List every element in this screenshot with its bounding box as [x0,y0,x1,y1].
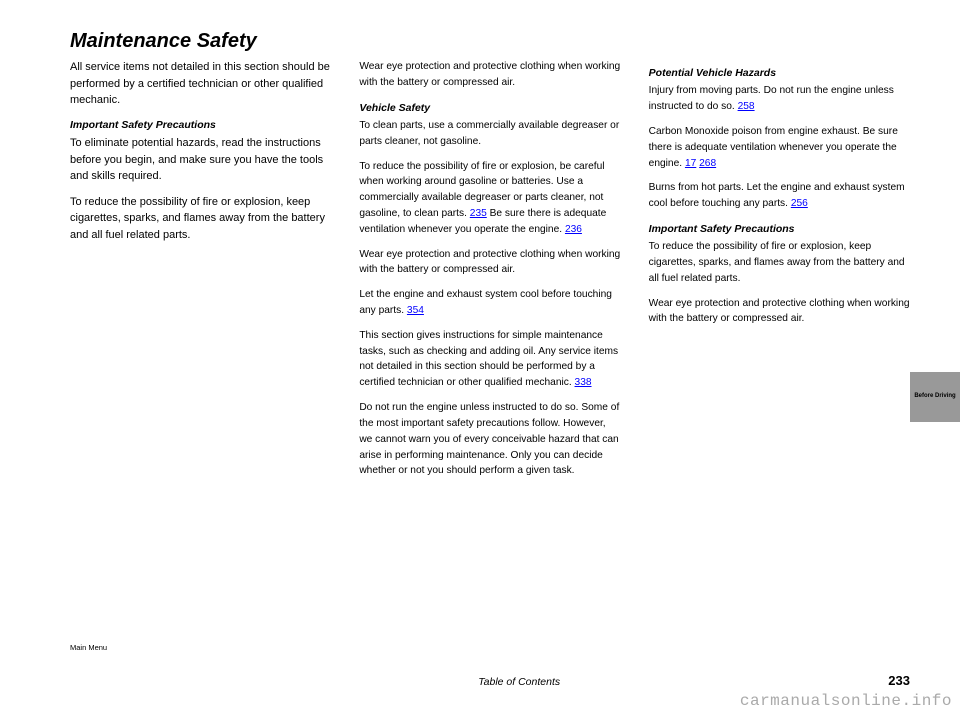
col1-p3: To reduce the possibility of fire or exp… [359,159,620,238]
page-link-354[interactable]: 354 [407,305,424,316]
col2-p3a: Burns from hot parts. [649,182,744,193]
side-tab[interactable]: Before Driving [910,372,960,422]
col1-p1: Wear eye protection and protective cloth… [359,59,620,91]
side-tab-label: Before Driving [914,393,955,400]
page-title: Maintenance Safety [70,30,910,53]
page-link-17[interactable]: 17 [685,158,696,169]
watermark: carmanualsonline.info [740,692,952,710]
page-link-256[interactable]: 256 [791,198,808,209]
col2-p2a: Carbon Monoxide poison from engine exhau… [649,126,860,137]
lead-paragraph-1: All service items not detailed in this s… [70,59,331,109]
page-link-258[interactable]: 258 [738,101,755,112]
page-link-338[interactable]: 338 [575,377,592,388]
col1-p5-text: Let the engine and exhaust system cool b… [359,289,612,316]
column-3: Potential Vehicle Hazards Injury from mo… [649,59,910,488]
page-link-268[interactable]: 268 [699,158,716,169]
col1-p7: Do not run the engine unless instructed … [359,400,620,479]
footer-center[interactable]: Table of Contents [150,676,888,688]
col2-p1: Injury from moving parts. Do not run the… [649,83,910,115]
col2-p2: Carbon Monoxide poison from engine exhau… [649,124,910,171]
col1-p2: To clean parts, use a commercially avail… [359,118,620,150]
col1-p7a: Do not run the engine unless instructed … [359,402,578,413]
col3-p2: Wear eye protection and protective cloth… [649,296,910,328]
column-1: All service items not detailed in this s… [70,59,331,488]
col1-p6: This section gives instructions for simp… [359,328,620,391]
subhead-potential-hazards: Potential Vehicle Hazards [649,65,910,81]
page-link-236[interactable]: 236 [565,224,582,235]
col1-p5: Let the engine and exhaust system cool b… [359,287,620,319]
column-2: Wear eye protection and protective cloth… [359,59,620,488]
subhead-important-safety: Important Safety Precautions [649,221,910,237]
lead-paragraph-2: To eliminate potential hazards, read the… [70,135,331,185]
bottom-left-label[interactable]: Main Menu [70,643,107,652]
col2-p1a: Injury from moving parts. [649,85,761,96]
col1-p4: Wear eye protection and protective cloth… [359,247,620,279]
subhead-vehicle-safety: Vehicle Safety [359,100,620,116]
page-link-235[interactable]: 235 [470,208,487,219]
content-columns: All service items not detailed in this s… [70,59,910,488]
page-number: 233 [888,673,910,688]
col3-p1: To reduce the possibility of fire or exp… [649,239,910,286]
footer: Table of Contents 233 [70,673,910,688]
col1-p7b: Some of the most important safety precau… [359,402,619,476]
lead-paragraph-3: To reduce the possibility of fire or exp… [70,194,331,244]
col2-p3: Burns from hot parts. Let the engine and… [649,180,910,212]
subhead-safety-precautions: Important Safety Precautions [70,118,331,134]
